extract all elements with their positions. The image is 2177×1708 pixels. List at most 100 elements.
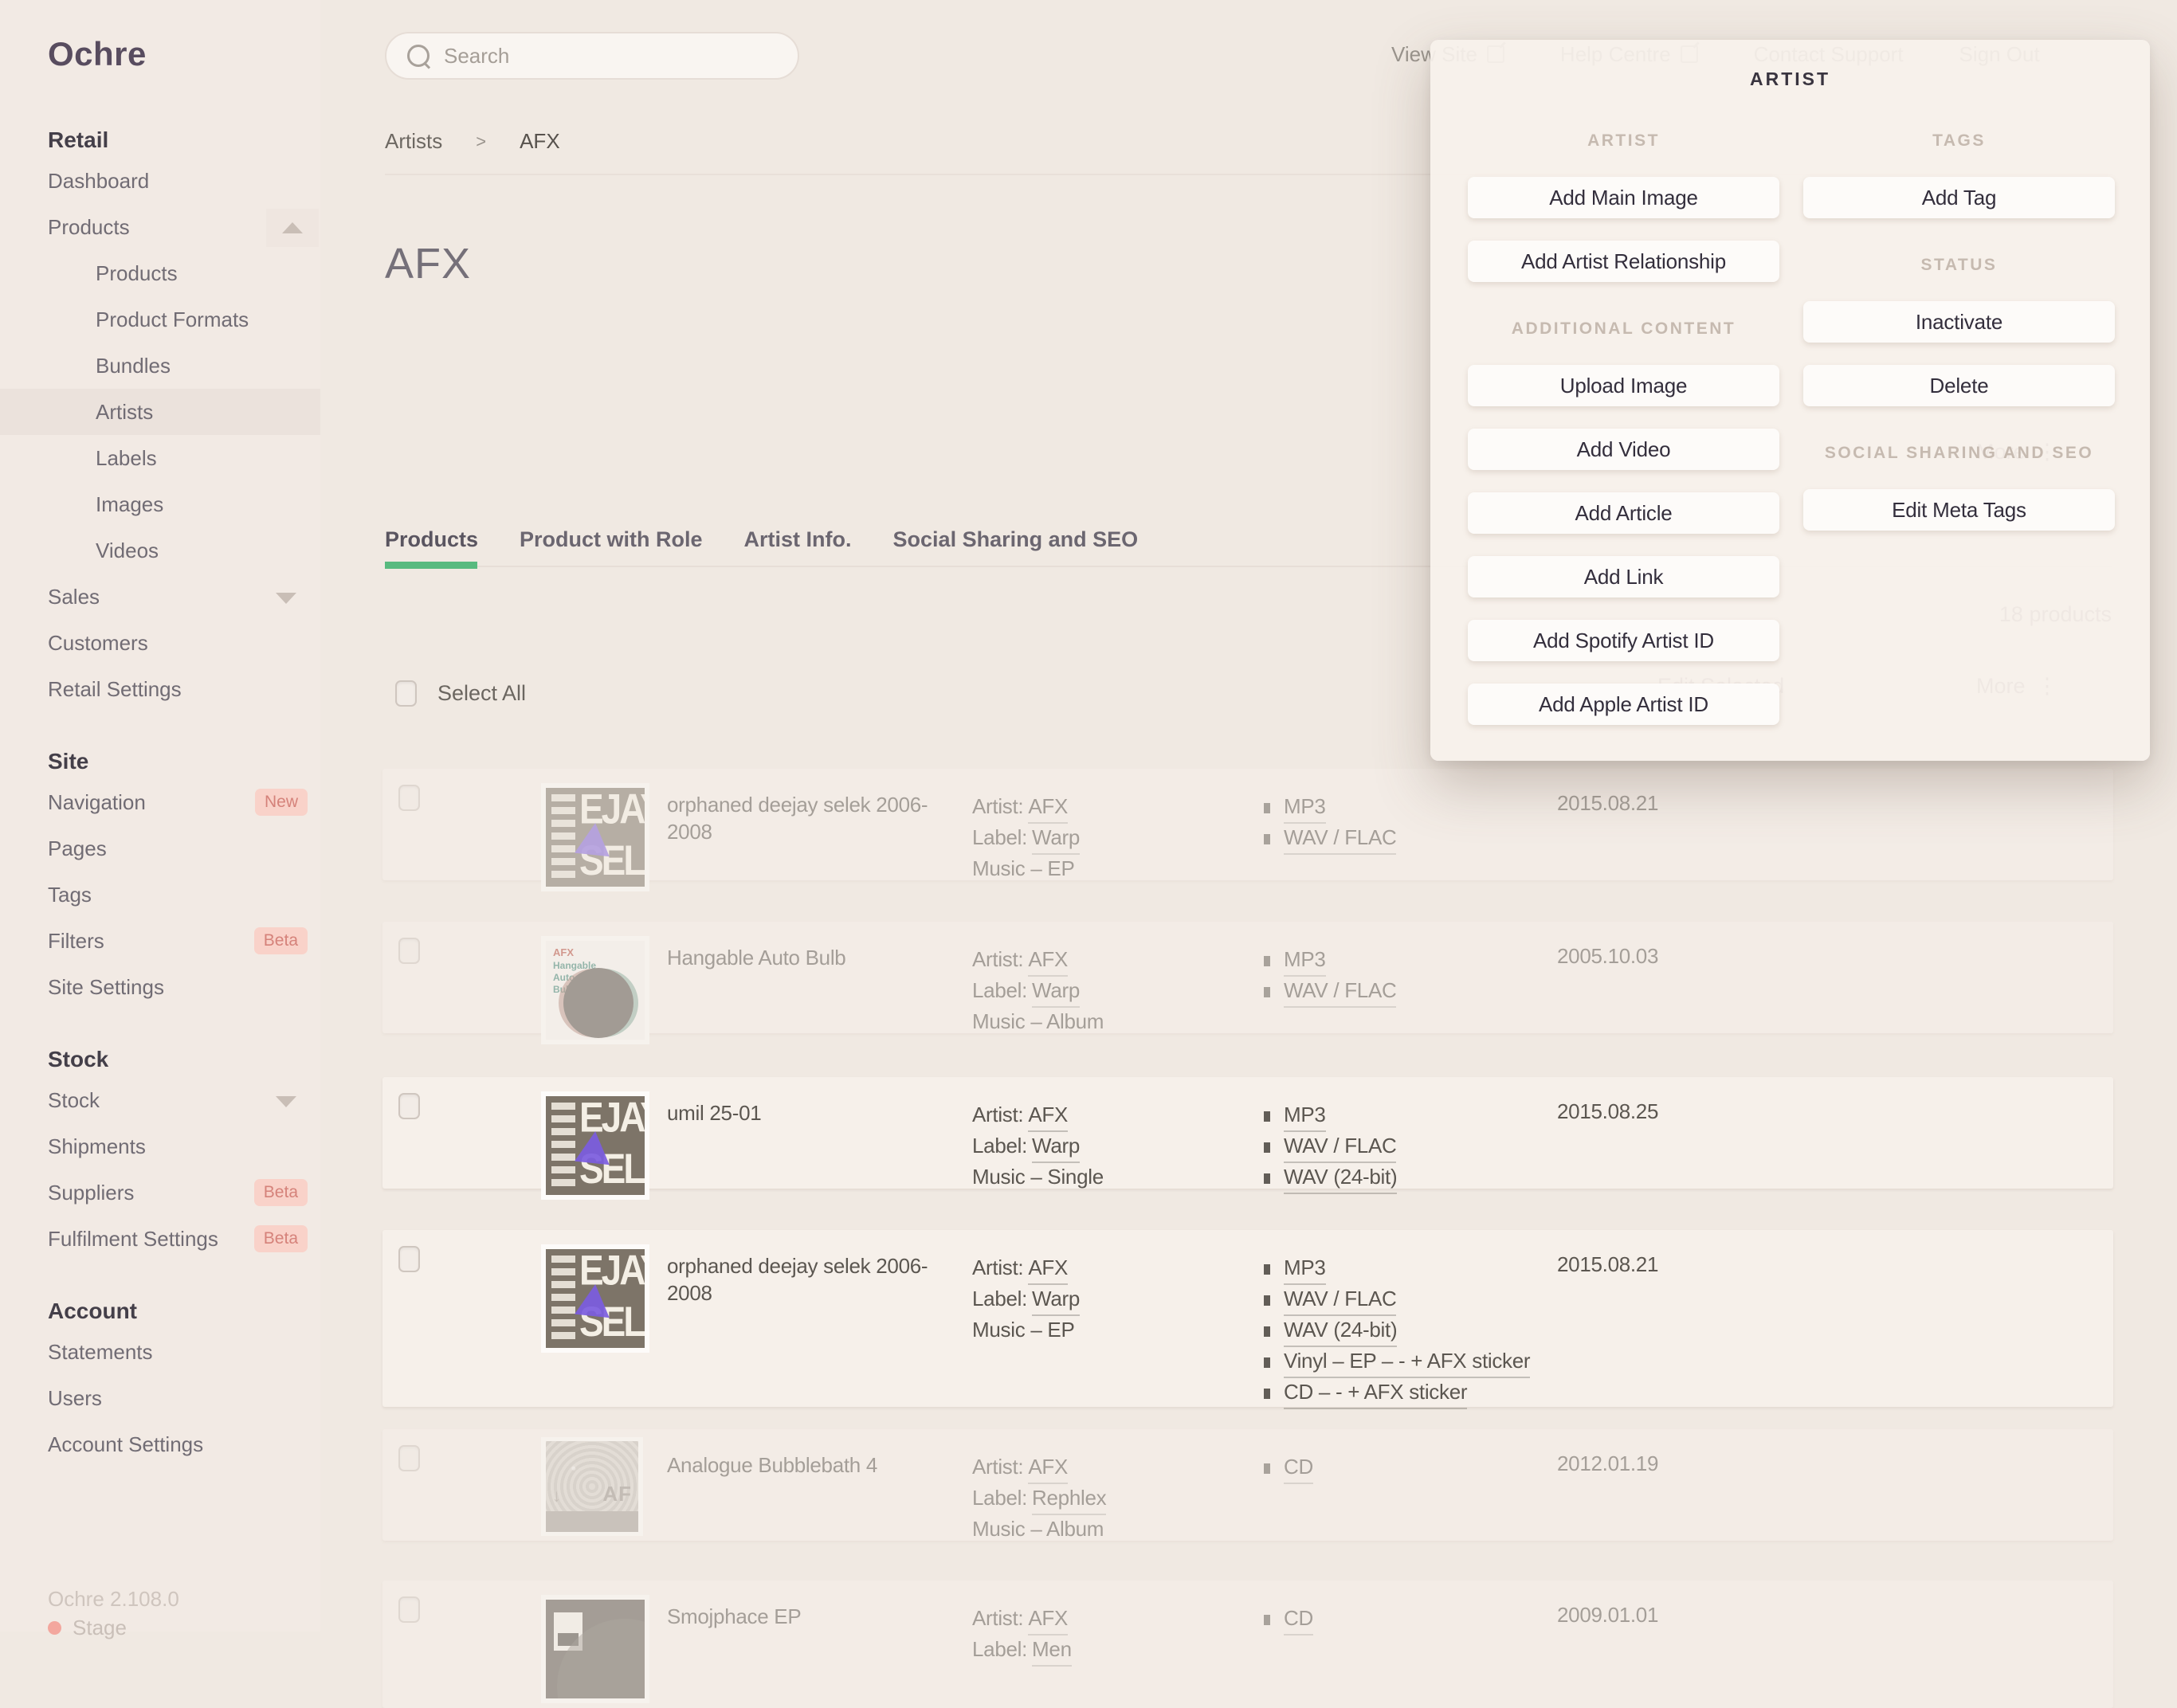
label-link[interactable]: Warp [1032,1134,1080,1163]
sidebar-item-account-settings[interactable]: Account Settings [48,1432,204,1456]
row-checkbox[interactable] [398,1445,420,1471]
tab-social-sharing-seo[interactable]: Social Sharing and SEO [892,527,1139,551]
sidebar-item-images[interactable]: Images [96,492,164,516]
sidebar-section-site: Site Navigation New Pages Tags Filters B… [0,744,320,1010]
sidebar-item-filters[interactable]: Filters Beta [0,918,320,964]
row-checkbox[interactable] [398,1246,420,1272]
artist-link[interactable]: AFX [1028,947,1068,977]
format-link[interactable]: WAV / FLAC [1284,825,1397,855]
label-link[interactable]: Warp [1032,978,1080,1008]
sidebar-item-products-sub[interactable]: Products [96,261,178,285]
sidebar-item-retail-settings[interactable]: Retail Settings [48,677,182,701]
sidebar-item-statements[interactable]: Statements [48,1340,153,1364]
artist-link[interactable]: AFX [1028,1455,1068,1484]
artist-link[interactable]: AFX [1028,1103,1068,1132]
sidebar-item-labels[interactable]: Labels [96,446,157,470]
format-link[interactable]: Vinyl – EP – - + AFX sticker [1284,1349,1531,1378]
product-title-link[interactable]: umil 25-01 [667,1101,762,1125]
sidebar-item-videos[interactable]: Videos [96,539,159,562]
format-bullet-icon [1264,1463,1270,1474]
format-link[interactable]: WAV / FLAC [1284,1134,1397,1163]
product-title-link[interactable]: Analogue Bubblebath 4 [667,1453,878,1477]
sidebar-item-site-settings[interactable]: Site Settings [48,975,164,999]
sidebar-item-navigation[interactable]: Navigation New [0,779,320,825]
inactivate-button[interactable]: Inactivate [1803,301,2115,343]
add-tag-button[interactable]: Add Tag [1803,177,2115,218]
add-spotify-artist-id-button[interactable]: Add Spotify Artist ID [1468,620,1779,661]
add-article-button[interactable]: Add Article [1468,492,1779,534]
bulb-circle [563,968,633,1038]
tab-product-with-role[interactable]: Product with Role [520,527,703,551]
label-link[interactable]: Warp [1032,1287,1080,1316]
product-thumbnail[interactable]: EJAYSELEK [541,1244,649,1353]
add-main-image-button[interactable]: Add Main Image [1468,177,1779,218]
music-type: Music – Album [972,1009,1104,1033]
add-artist-relationship-button[interactable]: Add Artist Relationship [1468,241,1779,282]
collapse-toggle[interactable] [266,209,319,247]
product-title-link[interactable]: orphaned deejay selek 2006-2008 [667,793,928,844]
search-bar[interactable] [385,32,799,80]
add-video-button[interactable]: Add Video [1468,429,1779,470]
beta-badge: Beta [253,1225,308,1252]
product-thumbnail[interactable]: AFX Hangable Auto Bulb [541,936,649,1044]
product-thumbnail[interactable]: ↓ AF [541,1437,643,1536]
edit-meta-tags-button[interactable]: Edit Meta Tags [1803,489,2115,531]
label-link[interactable]: Men [1032,1637,1072,1667]
sidebar-item-fulfilment-settings[interactable]: Fulfilment Settings Beta [0,1216,320,1262]
artist-link[interactable]: AFX [1028,794,1068,824]
modal-section-artist: ARTIST [1587,131,1660,150]
row-checkbox[interactable] [398,1093,420,1119]
search-input[interactable] [442,42,748,69]
delete-button[interactable]: Delete [1803,365,2115,406]
format-link[interactable]: CD [1284,1606,1313,1636]
album-art: EJAYSELEK [546,1096,645,1195]
format-link[interactable]: MP3 [1284,1256,1326,1285]
breadcrumb-artists[interactable]: Artists [385,129,443,153]
format-link[interactable]: MP3 [1284,947,1326,977]
add-apple-artist-id-button[interactable]: Add Apple Artist ID [1468,684,1779,725]
format-bullet-icon [1264,1389,1270,1399]
sidebar-item-users[interactable]: Users [48,1386,102,1410]
product-title-link[interactable]: orphaned deejay selek 2006-2008 [667,1254,928,1305]
product-thumbnail[interactable]: EJAYSELEK [541,783,649,891]
product-title-link[interactable]: Smojphace EP [667,1604,802,1628]
format-link[interactable]: MP3 [1284,794,1326,824]
row-checkbox[interactable] [398,785,420,811]
tabs-divider [385,566,2112,567]
product-thumbnail[interactable]: EJAYSELEK [541,1091,649,1200]
add-link-button[interactable]: Add Link [1468,556,1779,597]
sidebar-item-shipments[interactable]: Shipments [48,1134,146,1158]
row-checkbox[interactable] [398,1596,420,1623]
format-link[interactable]: MP3 [1284,1103,1326,1132]
format-link[interactable]: WAV / FLAC [1284,978,1397,1008]
label-link[interactable]: Rephlex [1032,1486,1107,1515]
sidebar-item-pages[interactable]: Pages [48,836,107,860]
product-title-link[interactable]: Hangable Auto Bulb [667,946,846,970]
tab-products[interactable]: Products [385,527,479,551]
sidebar-item-product-formats[interactable]: Product Formats [96,308,249,331]
format-link[interactable]: WAV / FLAC [1284,1287,1397,1316]
sidebar-item-suppliers[interactable]: Suppliers Beta [0,1169,320,1216]
upload-image-button[interactable]: Upload Image [1468,365,1779,406]
sidebar-item-dashboard[interactable]: Dashboard [48,169,150,193]
row-checkbox[interactable] [398,938,420,964]
sidebar-item-tags[interactable]: Tags [48,883,92,907]
tab-artist-info[interactable]: Artist Info. [743,527,852,551]
select-all-checkbox[interactable] [395,680,417,707]
sidebar-item-stock[interactable]: Stock [0,1077,320,1123]
label-link[interactable]: Warp [1032,825,1080,855]
sidebar-item-customers[interactable]: Customers [48,631,148,655]
sidebar-item-bundles[interactable]: Bundles [96,354,171,378]
release-date: 2009.01.01 [1557,1603,1659,1627]
format-link[interactable]: WAV (24-bit) [1284,1165,1398,1194]
product-thumbnail[interactable] [541,1595,649,1703]
format-link[interactable]: WAV (24-bit) [1284,1318,1398,1347]
sidebar-item-sales[interactable]: Sales [0,574,320,620]
sidebar-item-artists[interactable]: Artists [0,389,320,435]
section-title-stock: Stock [48,1047,109,1071]
format-link[interactable]: CD – - + AFX sticker [1284,1380,1468,1409]
artist-link[interactable]: AFX [1028,1606,1068,1636]
format-link[interactable]: CD [1284,1455,1313,1484]
sidebar-item-products[interactable]: Products [0,204,320,250]
artist-link[interactable]: AFX [1028,1256,1068,1285]
